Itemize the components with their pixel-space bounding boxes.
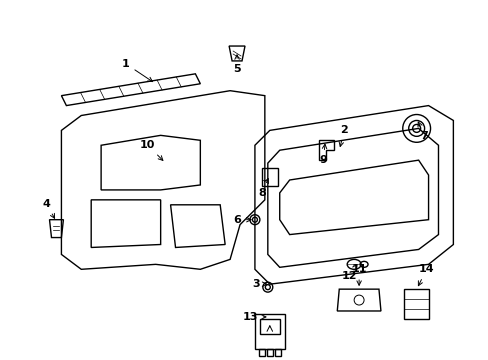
Text: 1: 1 [122, 59, 152, 82]
Text: 2: 2 [339, 125, 347, 147]
Text: 3: 3 [252, 279, 266, 289]
Text: 5: 5 [233, 55, 241, 74]
Text: 7: 7 [417, 122, 427, 141]
Text: 8: 8 [258, 179, 268, 198]
Text: 11: 11 [351, 264, 366, 285]
Text: 13: 13 [242, 312, 265, 322]
Text: 9: 9 [319, 144, 326, 165]
Text: 10: 10 [140, 140, 163, 161]
Text: 6: 6 [233, 215, 250, 225]
Text: 14: 14 [418, 264, 433, 286]
Text: 4: 4 [42, 199, 55, 218]
Text: 12: 12 [341, 265, 356, 281]
